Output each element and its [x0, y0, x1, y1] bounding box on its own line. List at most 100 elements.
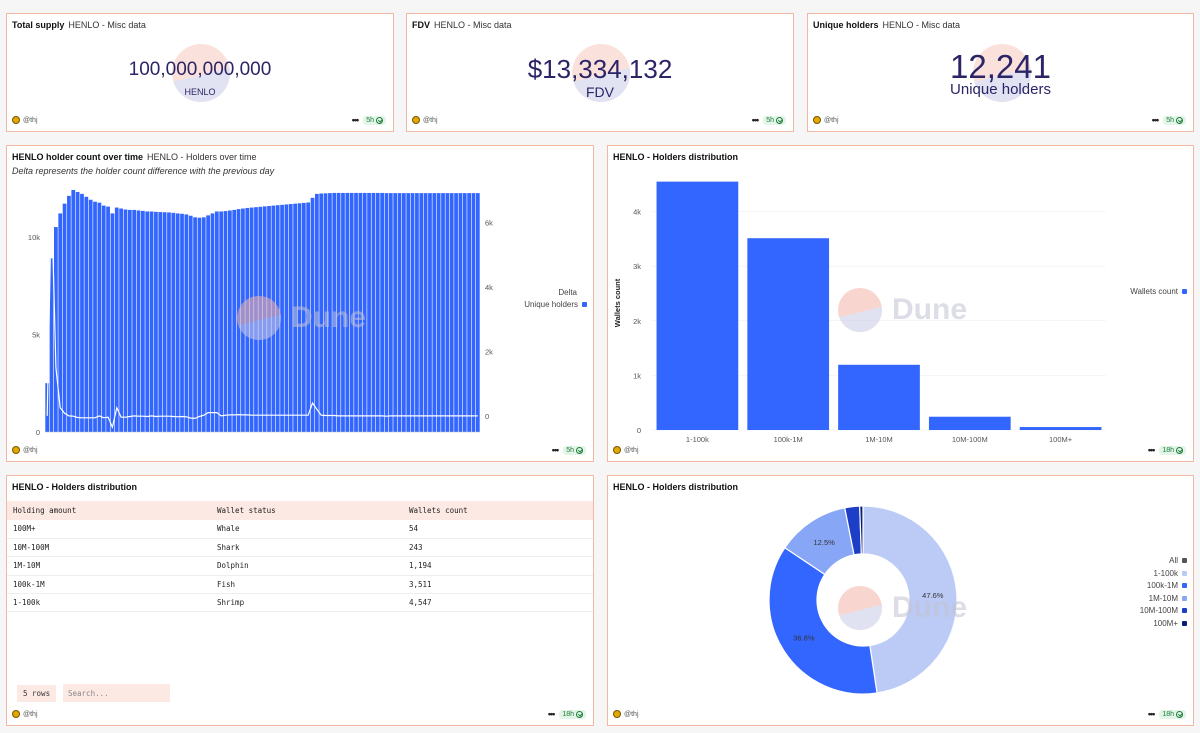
- owner-link[interactable]: @thj: [613, 446, 639, 454]
- panel-title[interactable]: Unique holders: [813, 20, 879, 30]
- owner-link[interactable]: @thj: [813, 116, 839, 124]
- freshness-badge[interactable]: 18h: [1159, 709, 1186, 719]
- panel-title[interactable]: HENLO - Holders distribution: [613, 152, 738, 162]
- legend-item[interactable]: 100M+: [1153, 619, 1187, 628]
- legend-item[interactable]: 100k-1M: [1147, 581, 1187, 590]
- table-search-input[interactable]: [63, 684, 170, 702]
- check-circle-icon: [776, 116, 783, 124]
- freshness-badge[interactable]: 5h: [1163, 115, 1186, 125]
- counter-caption: FDV: [586, 84, 614, 100]
- bar: [201, 217, 206, 432]
- freshness-badge[interactable]: 18h: [559, 709, 586, 719]
- bar: [838, 364, 920, 430]
- legend-item[interactable]: 1-100k: [1154, 569, 1187, 578]
- legend-swatch: [1182, 620, 1187, 626]
- panel-footer: @thj ••• 5h: [12, 445, 586, 457]
- bar: [141, 210, 145, 432]
- panel-title[interactable]: Total supply: [12, 20, 65, 30]
- bar: [97, 202, 102, 432]
- panel-footer: @thj ••• 5h: [12, 115, 386, 127]
- table-row[interactable]: 100M+ Whale 54: [7, 520, 593, 539]
- bar: [184, 214, 189, 432]
- legend-swatch: [1182, 558, 1187, 563]
- avatar: [813, 116, 821, 124]
- freshness-badge[interactable]: 5h: [763, 115, 786, 125]
- owner-handle: @thj: [824, 116, 839, 124]
- legend-swatch: [1182, 570, 1187, 576]
- cell-wallet-status: Shark: [211, 538, 403, 558]
- check-circle-icon: [376, 116, 383, 124]
- x-axis-title: Tokens held: [857, 445, 901, 446]
- bar: [471, 193, 476, 432]
- table-row[interactable]: 10M-100M Shark 243: [7, 538, 593, 558]
- check-circle-icon: [576, 710, 583, 718]
- panel-title[interactable]: HENLO holder count over time: [12, 152, 144, 162]
- bar: [475, 193, 480, 432]
- freshness-badge[interactable]: 5h: [563, 445, 586, 455]
- bar: [254, 207, 258, 432]
- legend-item[interactable]: 1M-10M: [1149, 594, 1187, 603]
- bar: [245, 207, 250, 432]
- panel-title[interactable]: FDV: [412, 20, 430, 30]
- table-row[interactable]: 100k-1M Fish 3,511: [7, 575, 593, 595]
- more-options-icon[interactable]: •••: [1151, 115, 1160, 125]
- more-options-icon[interactable]: •••: [1147, 709, 1156, 719]
- cell-wallets-count: 243: [403, 538, 593, 558]
- bar: [375, 192, 380, 432]
- column-header-wallet-status[interactable]: Wallet status: [211, 501, 403, 520]
- freshness-badge[interactable]: 18h: [1159, 445, 1186, 455]
- legend-swatch: [1182, 583, 1187, 588]
- counter-panel-fdv: FDV HENLO - Misc data $13,334,132 FDV @th…: [406, 13, 794, 132]
- bar: [197, 217, 202, 432]
- distribution-bar-chart-panel: HENLO - Holders distribution 0 1k 2k 3k 4k 1-…: [607, 145, 1194, 462]
- bar: [154, 211, 158, 432]
- bar: [1019, 427, 1102, 430]
- legend-item-delta[interactable]: Delta: [558, 288, 577, 297]
- owner-link[interactable]: @thj: [613, 710, 639, 718]
- bar: [93, 201, 97, 432]
- distribution-pie-chart[interactable]: 47.6% 36.8% 12.5%: [608, 476, 1193, 725]
- bar: [145, 211, 150, 432]
- owner-link[interactable]: @thj: [12, 116, 38, 124]
- legend-label: 100k-1M: [1146, 581, 1178, 590]
- check-circle-icon: [1176, 116, 1183, 124]
- owner-link[interactable]: @thj: [12, 446, 38, 454]
- column-header-holding-amount[interactable]: Holding amount: [7, 501, 211, 520]
- legend-item-wallets-count[interactable]: Wallets count: [1130, 287, 1187, 296]
- more-options-icon[interactable]: •••: [751, 115, 760, 125]
- bar: [288, 204, 293, 432]
- bar: [393, 193, 398, 432]
- panel-header: Total supply HENLO - Misc data: [12, 20, 146, 30]
- legend-item-unique-holders[interactable]: Unique holders: [524, 300, 587, 309]
- cell-wallets-count: 3,511: [403, 575, 593, 595]
- freshness-age: 5h: [766, 116, 774, 124]
- table-row[interactable]: 1M-10M Dolphin 1,194: [7, 556, 593, 576]
- column-header-wallets-count[interactable]: Wallets count: [403, 501, 593, 520]
- legend-swatch: [1182, 608, 1187, 613]
- avatar: [12, 116, 20, 124]
- more-options-icon[interactable]: •••: [1147, 445, 1156, 455]
- cell-wallets-count: 4,547: [403, 593, 593, 613]
- bar: [84, 196, 89, 432]
- holder-count-chart[interactable]: 05k10k02k4k6kMar 3rdMar 24thApr 14thMay …: [7, 146, 593, 436]
- panel-title[interactable]: HENLO - Holders distribution: [613, 482, 738, 492]
- table-row[interactable]: 1-100k Shrimp 4,547: [7, 593, 593, 613]
- more-options-icon[interactable]: •••: [551, 445, 560, 455]
- owner-handle: @thj: [624, 710, 639, 718]
- bar: [367, 192, 371, 432]
- owner-link[interactable]: @thj: [12, 710, 38, 718]
- bar: [315, 193, 319, 432]
- owner-link[interactable]: @thj: [412, 116, 438, 124]
- bar: [219, 211, 224, 432]
- legend-item[interactable]: 10M-100M: [1140, 606, 1187, 615]
- legend-item[interactable]: All: [1169, 556, 1187, 565]
- more-options-icon[interactable]: •••: [547, 709, 556, 719]
- panel-subtitle: HENLO - Holders over time: [147, 152, 257, 162]
- freshness-badge[interactable]: 5h: [363, 115, 386, 125]
- panel-title[interactable]: HENLO - Holders distribution: [12, 482, 137, 492]
- cell-wallets-count: 1,194: [403, 556, 593, 576]
- distribution-bar-chart[interactable]: 0 1k 2k 3k 4k 1-100k 100k-1M 1M-10M 10M-100M 100M…: [608, 146, 1193, 446]
- more-options-icon[interactable]: •••: [351, 115, 360, 125]
- bar: [419, 193, 424, 432]
- holders-table: Holding amount Wallet status Wallets cou…: [7, 501, 593, 613]
